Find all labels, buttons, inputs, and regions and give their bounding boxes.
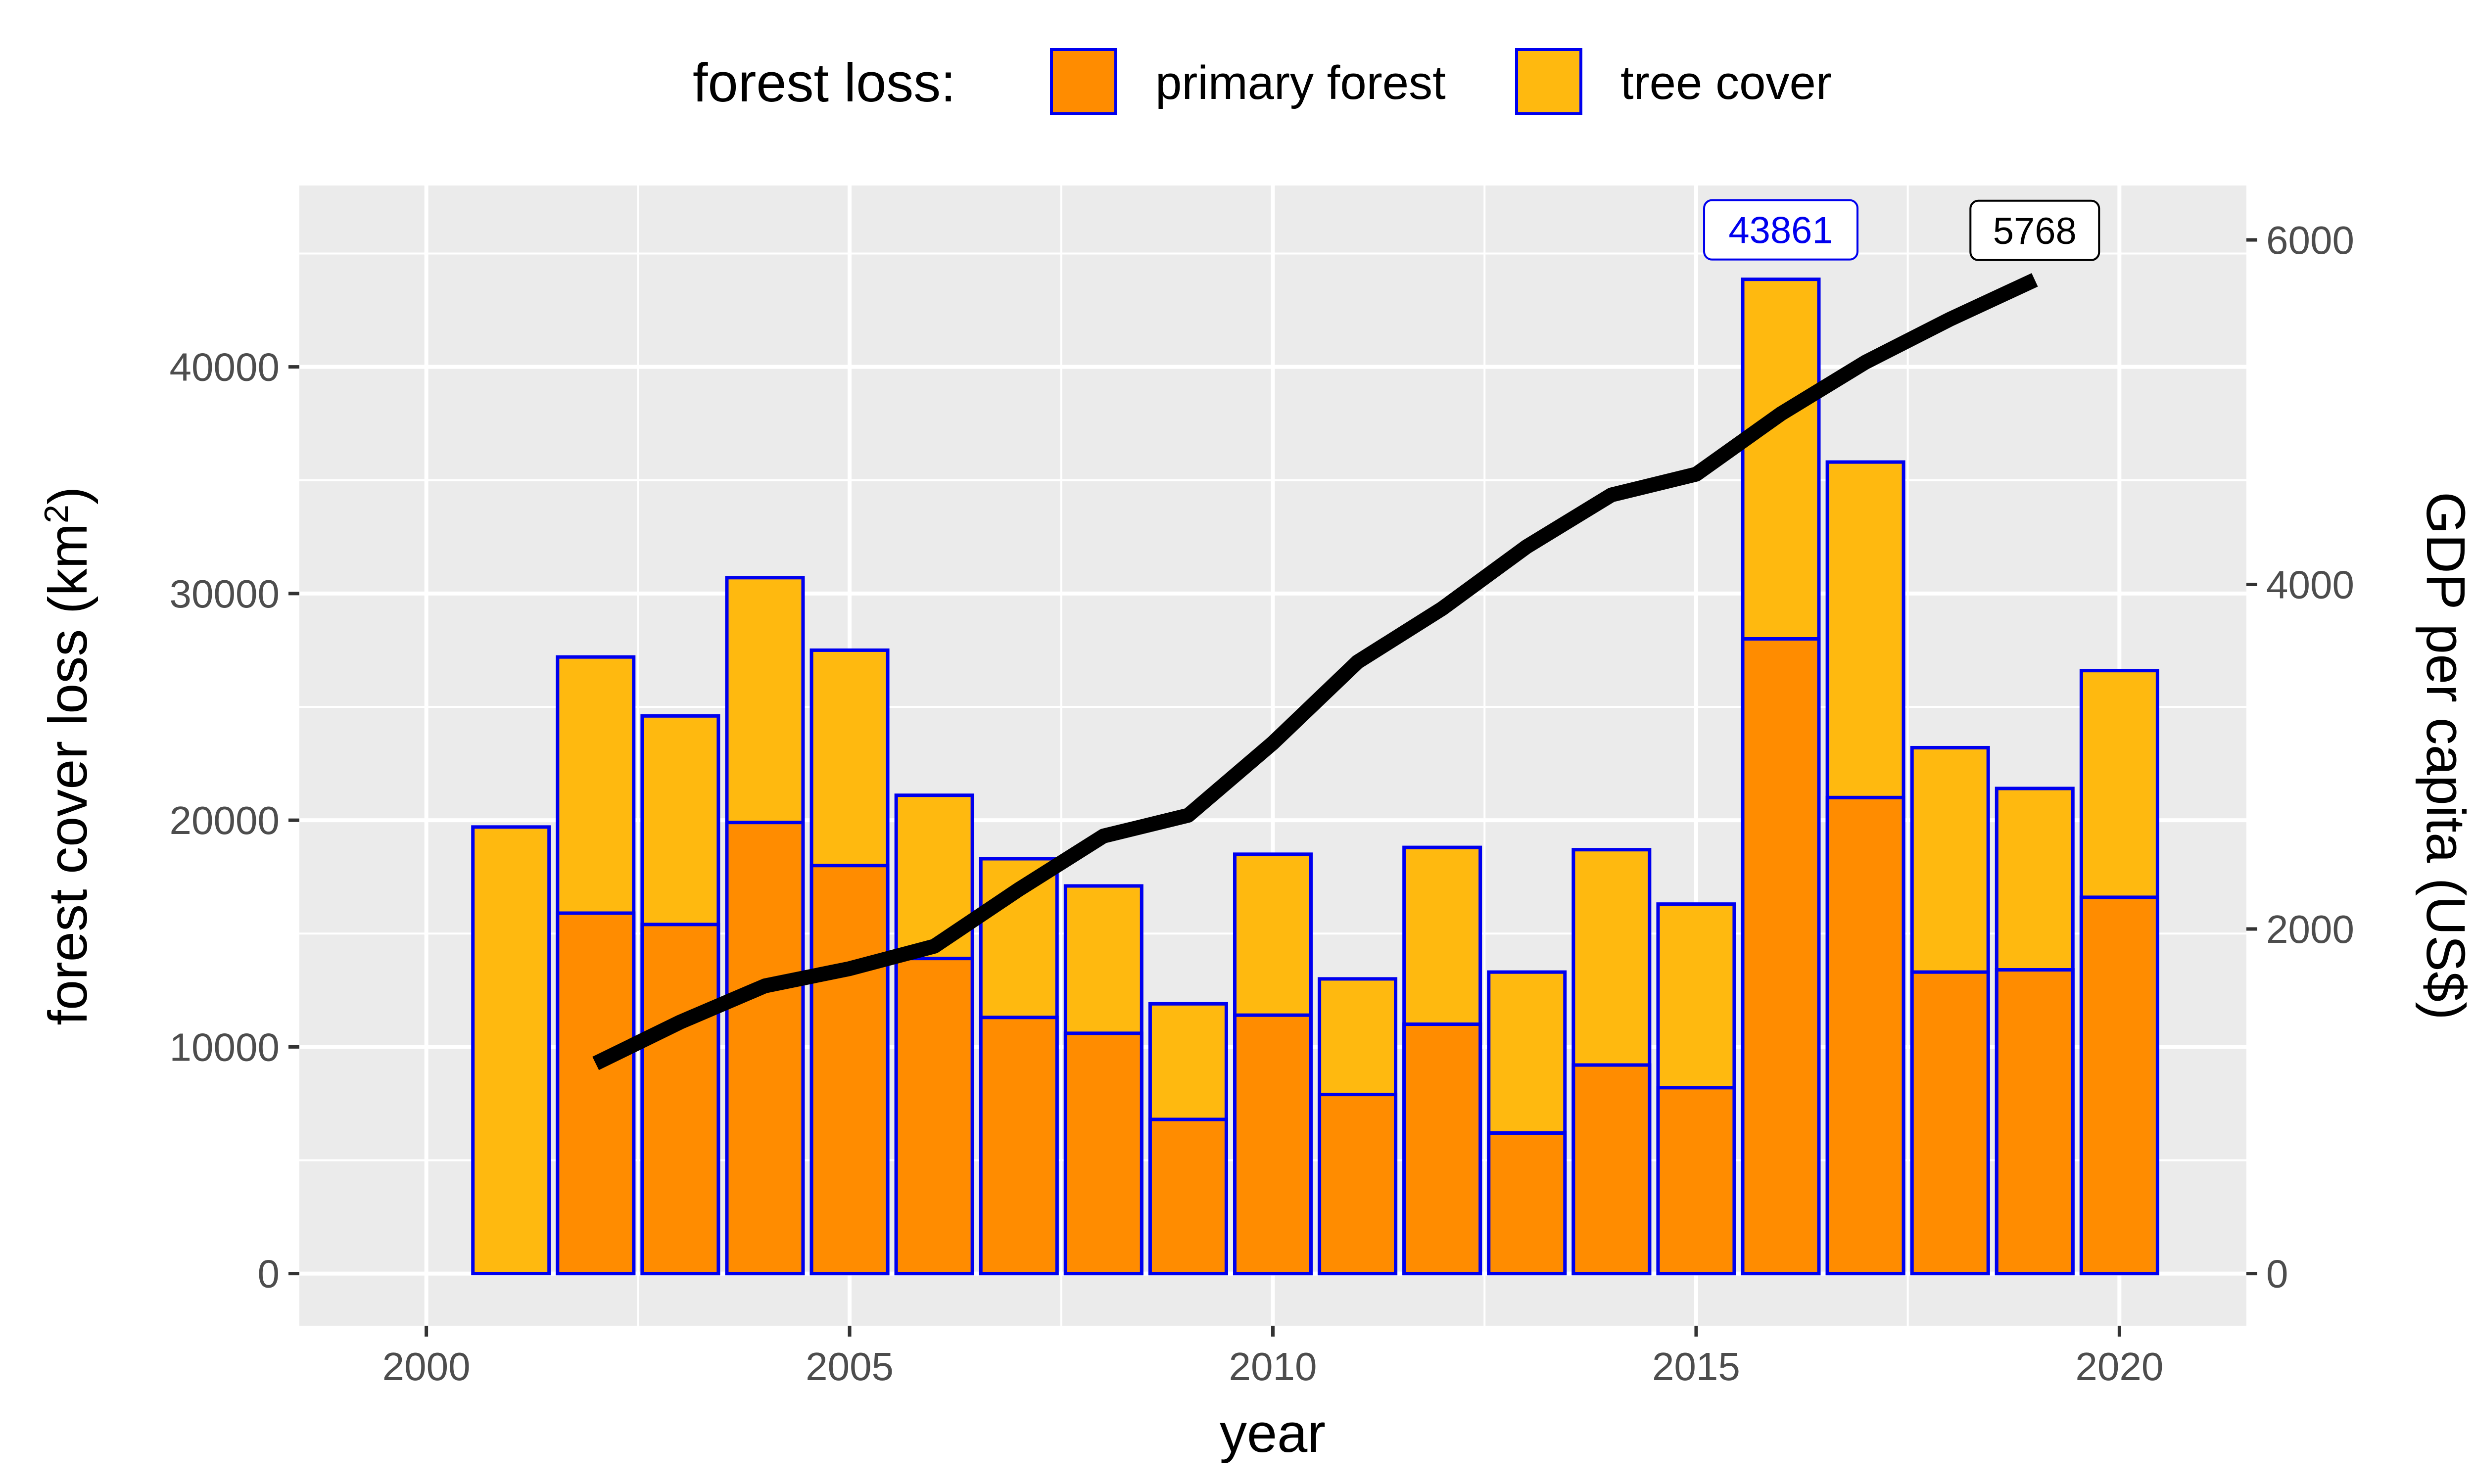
x-axis-tick-label: 2010 <box>1229 1345 1317 1389</box>
bar-primary-forest <box>1063 1031 1143 1276</box>
legend-label-primary-forest: primary forest <box>1155 56 1446 109</box>
x-axis-tick-label: 2000 <box>382 1345 471 1389</box>
legend-key-primary-forest <box>1050 48 1117 115</box>
bar-primary-forest <box>1571 1063 1652 1276</box>
legend-label-tree-cover: tree cover <box>1620 56 1832 109</box>
annotation-label: 43861 <box>1728 210 1833 252</box>
y2-axis-tick-label: 0 <box>2266 1252 2288 1296</box>
bar-primary-forest <box>979 1016 1059 1276</box>
annotations: 43861 5768 <box>1703 199 2100 261</box>
bar-tree-cover <box>471 825 551 1276</box>
y-axis-title-superscript: 2 <box>38 505 75 523</box>
bar-primary-forest <box>2079 895 2159 1276</box>
bar-primary-forest <box>640 923 720 1276</box>
legend-title: forest loss: <box>693 52 956 113</box>
bar-primary-forest <box>556 911 636 1276</box>
y-axis-title-close: ) <box>38 486 98 505</box>
legend: forest loss: primary forest tree cover <box>693 48 1832 115</box>
y2-axis-tick-label: 4000 <box>2266 563 2354 607</box>
bar-primary-forest <box>1741 637 1821 1276</box>
y-axis-tick-label: 0 <box>258 1252 280 1296</box>
annotation-label: 5768 <box>1993 210 2077 252</box>
x-axis-tick-label: 2015 <box>1652 1345 1740 1389</box>
bar-primary-forest <box>1825 795 1905 1276</box>
x-axis-tick-label: 2005 <box>806 1345 894 1389</box>
y-axis-title-main: forest cover loss (km <box>38 523 98 1025</box>
y2-axis-tick-label: 2000 <box>2266 907 2354 951</box>
gdp-per-capita-line <box>592 273 2038 1070</box>
bar-primary-forest <box>1487 1131 1567 1276</box>
bar-primary-forest <box>1148 1117 1228 1276</box>
bar-primary-forest <box>1318 1093 1398 1276</box>
y-axis-tick-label: 40000 <box>170 345 280 389</box>
y2-axis-tick-label: 6000 <box>2266 218 2354 262</box>
bar-primary-forest <box>1910 970 1990 1276</box>
bars <box>471 278 2159 1276</box>
annotation-label-box <box>1703 199 1859 261</box>
bar-primary-forest <box>1233 1013 1313 1276</box>
y-axis-tick-label: 30000 <box>170 572 280 616</box>
y2-axis-title: GDP per capita (US$) <box>2415 492 2474 1020</box>
annotation-label-box <box>1969 199 2100 261</box>
bar-primary-forest <box>1995 968 2075 1276</box>
bar-primary-forest <box>809 864 890 1276</box>
bar-primary-forest <box>1656 1086 1736 1276</box>
y-axis-title: forest cover loss (km2) <box>38 486 98 1025</box>
y-axis-tick-label: 10000 <box>170 1025 280 1069</box>
legend-key-tree-cover <box>1515 48 1582 115</box>
y-axis-tick-label: 20000 <box>170 798 280 842</box>
bar-primary-forest <box>1402 1022 1482 1276</box>
x-axis-title: year <box>1220 1403 1326 1464</box>
bar-primary-forest <box>894 957 974 1276</box>
axes: 0 10000 20000 30000 40000 0 2000 4000 6000 2000 20… <box>170 218 2354 1389</box>
x-axis-tick-label: 2020 <box>2075 1345 2163 1389</box>
bar-primary-forest <box>725 821 805 1276</box>
